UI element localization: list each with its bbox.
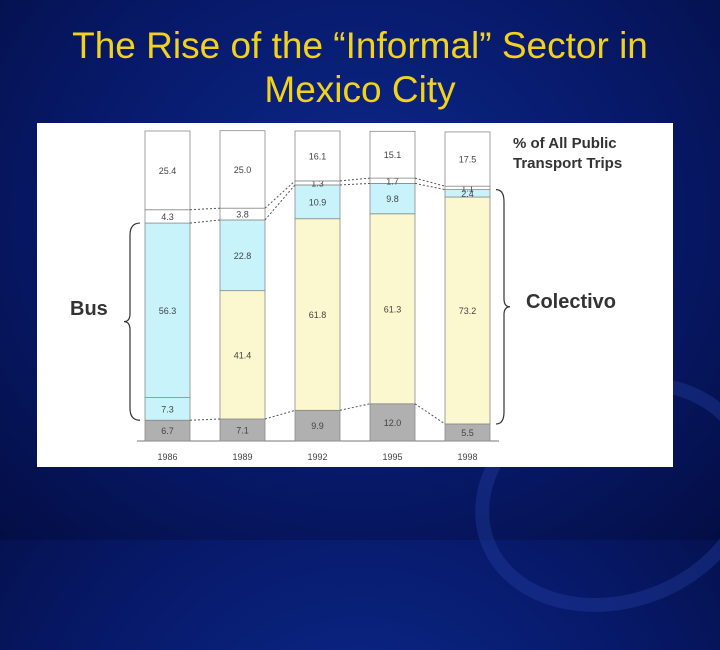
connector-line (264, 184, 296, 221)
connector-line (264, 180, 296, 209)
connector-line (189, 418, 221, 421)
data-label: 15.1 (384, 150, 402, 160)
bus-brace (123, 222, 141, 421)
connector-line (339, 403, 371, 411)
data-label: 56.3 (159, 306, 177, 316)
data-label: 22.8 (234, 251, 252, 261)
title-line-1: The Rise of the “Informal” Sector in (72, 25, 648, 66)
connector-line (189, 219, 221, 224)
chart-title: % of All Public Transport Trips (513, 134, 673, 174)
connector-line (339, 182, 371, 186)
data-label: 61.3 (384, 304, 402, 314)
data-label: 16.1 (309, 151, 327, 161)
x-tick-label: 1989 (232, 452, 252, 462)
bar-segment (369, 403, 416, 442)
data-label: 41.4 (234, 350, 252, 360)
data-label: 7.3 (161, 404, 174, 414)
bar-segment (444, 196, 491, 425)
bar-segment (219, 219, 266, 292)
data-label: 9.9 (311, 421, 324, 431)
bar-segment (369, 130, 416, 179)
data-label: 61.8 (309, 310, 327, 320)
bar-segment (219, 130, 266, 209)
data-label: 1.3 (311, 178, 324, 188)
x-tick-label: 1995 (382, 452, 402, 462)
data-label: 73.2 (459, 306, 477, 316)
colectivo-group-label: Colectivo (526, 291, 617, 313)
title-line-2: Mexico City (264, 69, 456, 110)
data-label: 10.9 (309, 197, 327, 207)
page-title: The Rise of the “Informal” Sector in Mex… (0, 24, 720, 112)
data-label: 25.4 (159, 166, 177, 176)
colectivo-brace (495, 188, 511, 425)
bar-segment (294, 130, 341, 182)
bar-segment (369, 213, 416, 405)
bar-segment (294, 409, 341, 442)
connector-line (189, 207, 221, 211)
data-label: 1.7 (386, 176, 399, 186)
data-label: 9.8 (386, 194, 399, 204)
bar-segment (444, 131, 491, 187)
chart-title-line-2: Transport Trips (513, 155, 623, 172)
data-label: 12.0 (384, 418, 402, 428)
data-label: 17.5 (459, 155, 477, 165)
bus-group-label: Bus (70, 298, 108, 320)
data-label: 1.1 (461, 183, 474, 193)
stacked-bar-chart: 6.7 7.3 56.3 4.3 25.4 1986 7.1 41.4 22.8 3.8 25.0 1… (123, 130, 511, 462)
data-label: 4.3 (161, 212, 174, 222)
chart-panel: 6.7 7.3 56.3 4.3 25.4 1986 7.1 41.4 22.8 3.8 25.0 1… (37, 123, 673, 467)
data-label: 2.4 (461, 189, 474, 199)
data-label: 3.8 (236, 210, 249, 220)
data-label: 25.0 (234, 165, 252, 175)
data-label: 6.7 (161, 426, 174, 436)
x-tick-label: 1998 (457, 452, 477, 462)
connector-line (414, 182, 446, 191)
x-tick-label: 1992 (307, 452, 327, 462)
bar-segment (294, 184, 341, 220)
bar-segment (144, 222, 191, 398)
bar-segment (144, 130, 191, 211)
connector-line (414, 177, 446, 187)
data-label: 7.1 (236, 425, 249, 435)
bar-segment (294, 218, 341, 411)
connector-line (264, 409, 296, 420)
x-tick-label: 1986 (157, 452, 177, 462)
data-label: 5.5 (461, 428, 474, 438)
connector-line (414, 403, 446, 425)
chart-title-line-1: % of All Public (513, 135, 617, 152)
bar-segment (219, 290, 266, 420)
connector-line (339, 177, 371, 182)
